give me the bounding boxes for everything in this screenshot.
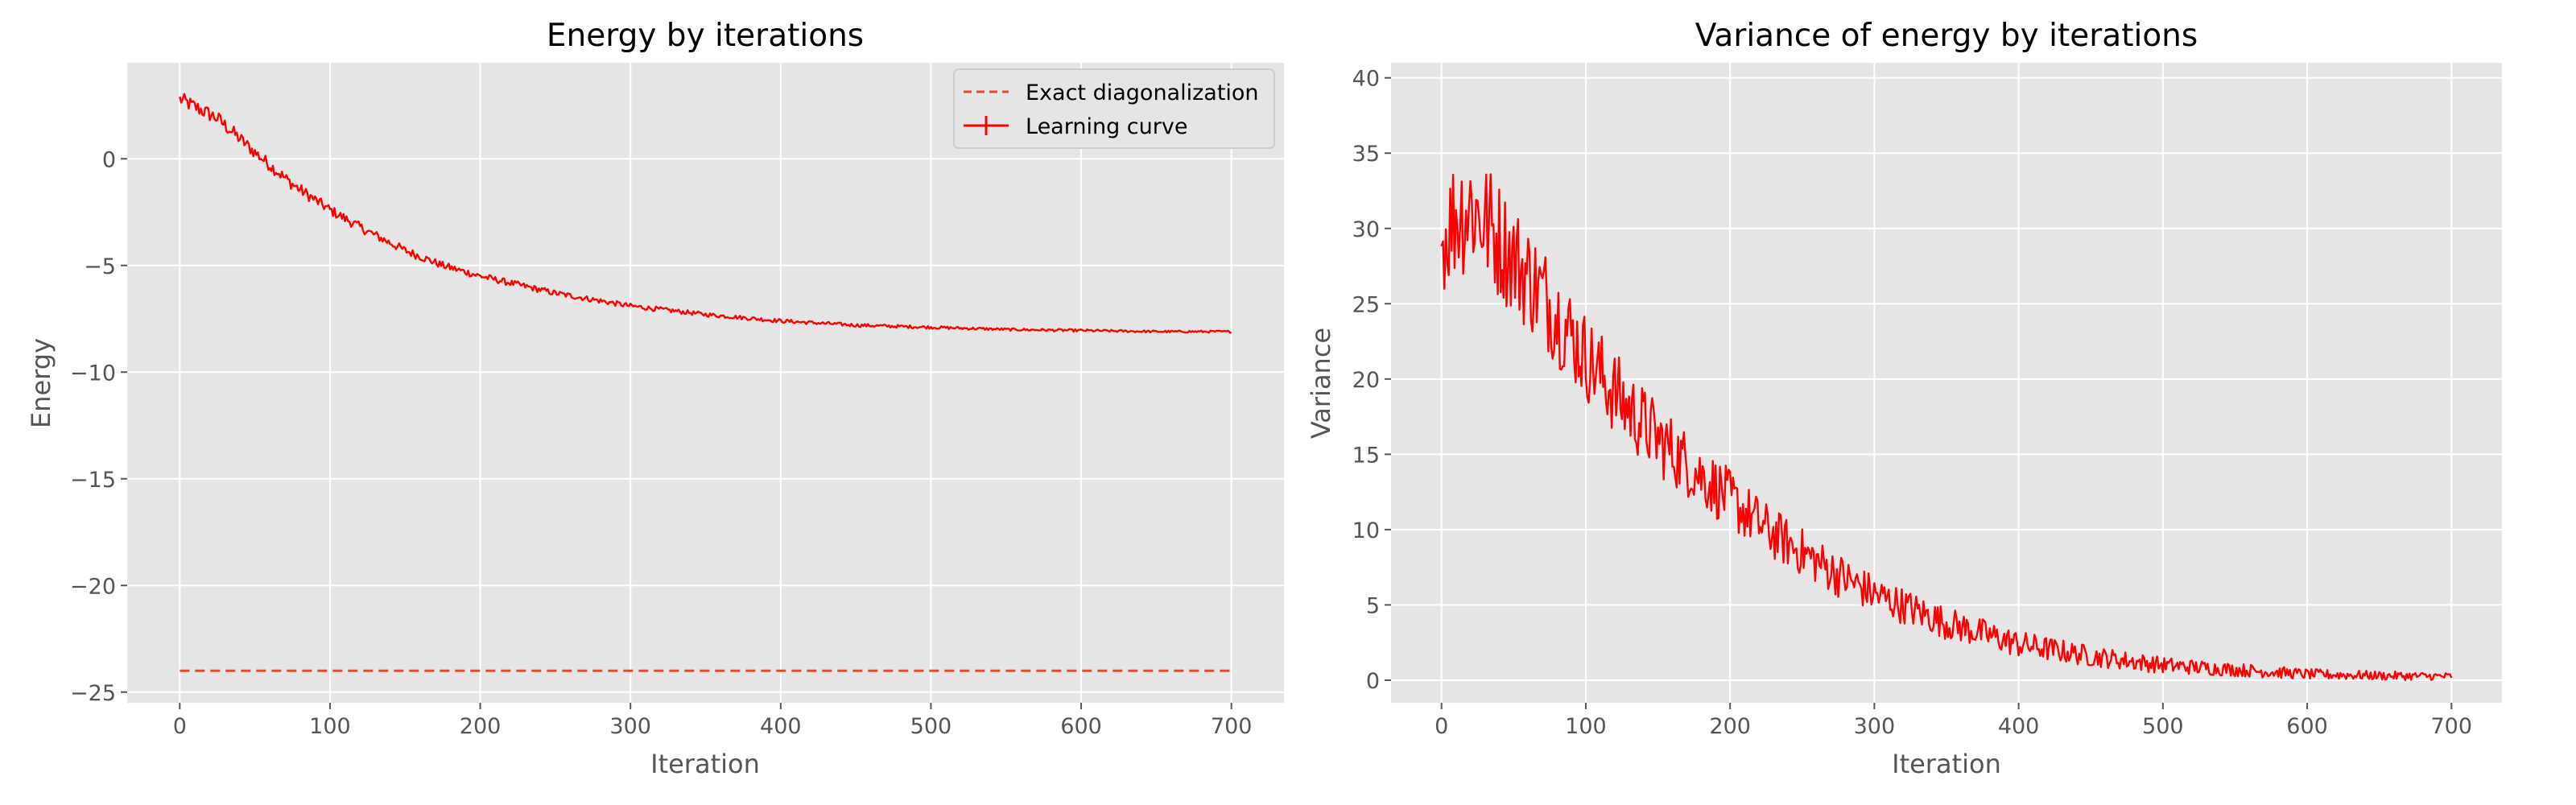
y-tick-label: 15 <box>1352 443 1380 468</box>
x-tick-label: 200 <box>1709 714 1751 739</box>
energy-plot-background <box>127 63 1284 703</box>
x-tick-label: 600 <box>1060 714 1102 739</box>
x-tick-label: 100 <box>309 714 351 739</box>
energy-chart-title: Energy by iterations <box>547 18 864 54</box>
variance-gridlines <box>1391 63 2502 703</box>
y-tick-label: 35 <box>1352 142 1380 167</box>
energy-chart: 0 100 200 300 400 500 600 700 0 −5 −10 −15 −20 −25 En… <box>26 18 1284 779</box>
y-tick-label: 0 <box>102 147 116 172</box>
energy-ticks: 0 100 200 300 400 500 600 700 0 −5 −10 −15 −20 −25 <box>70 147 1252 739</box>
variance-data <box>1440 173 2453 682</box>
variance-chart: 0 100 200 300 400 500 600 700 0 5 10 15 20 25 30 35 40 V… <box>1306 18 2502 779</box>
energy-y-axis-label: Energy <box>26 338 56 428</box>
y-tick-label: 10 <box>1352 518 1380 543</box>
y-tick-label: −25 <box>70 681 116 706</box>
x-tick-label: 600 <box>2286 714 2328 739</box>
legend-learning-label: Learning curve <box>1026 114 1187 139</box>
energy-gridlines <box>127 63 1284 703</box>
y-tick-label: −5 <box>84 254 116 279</box>
y-tick-label: 40 <box>1352 67 1380 92</box>
y-tick-label: 20 <box>1352 368 1380 393</box>
x-tick-label: 700 <box>1211 714 1253 739</box>
x-tick-label: 100 <box>1565 714 1607 739</box>
legend-exact-label: Exact diagonalization <box>1026 80 1259 105</box>
x-tick-label: 500 <box>2142 714 2184 739</box>
y-tick-label: −20 <box>70 574 116 599</box>
x-tick-label: 300 <box>1854 714 1896 739</box>
variance-plot-background <box>1391 63 2502 703</box>
energy-x-axis-label: Iteration <box>650 749 760 779</box>
variance-chart-title: Variance of energy by iterations <box>1695 18 2198 54</box>
energy-data <box>179 93 1232 672</box>
y-tick-label: 30 <box>1352 217 1380 242</box>
y-tick-label: −15 <box>70 468 116 493</box>
x-tick-label: 400 <box>1998 714 2040 739</box>
variance-ticks: 0 100 200 300 400 500 600 700 0 5 10 15 20 25 30 35 40 <box>1352 67 2472 739</box>
y-tick-label: 25 <box>1352 292 1380 317</box>
variance-y-axis-label: Variance <box>1306 328 1336 439</box>
energy-legend: Exact diagonalization Learning curve <box>953 68 1275 149</box>
variance-x-axis-label: Iteration <box>1892 749 2001 779</box>
variance-line <box>1440 173 2453 682</box>
x-tick-label: 0 <box>1435 714 1448 739</box>
x-tick-label: 300 <box>609 714 651 739</box>
x-tick-label: 500 <box>910 714 952 739</box>
learning-curve-line <box>179 93 1232 334</box>
x-tick-label: 0 <box>173 714 187 739</box>
y-tick-label: 0 <box>1366 669 1380 694</box>
x-tick-label: 400 <box>760 714 802 739</box>
legend-learning-swatch <box>964 116 1009 135</box>
x-tick-label: 700 <box>2430 714 2472 739</box>
x-tick-label: 200 <box>460 714 502 739</box>
y-tick-label: 5 <box>1366 593 1380 618</box>
y-tick-label: −10 <box>70 361 116 386</box>
legend-box <box>953 68 1275 149</box>
